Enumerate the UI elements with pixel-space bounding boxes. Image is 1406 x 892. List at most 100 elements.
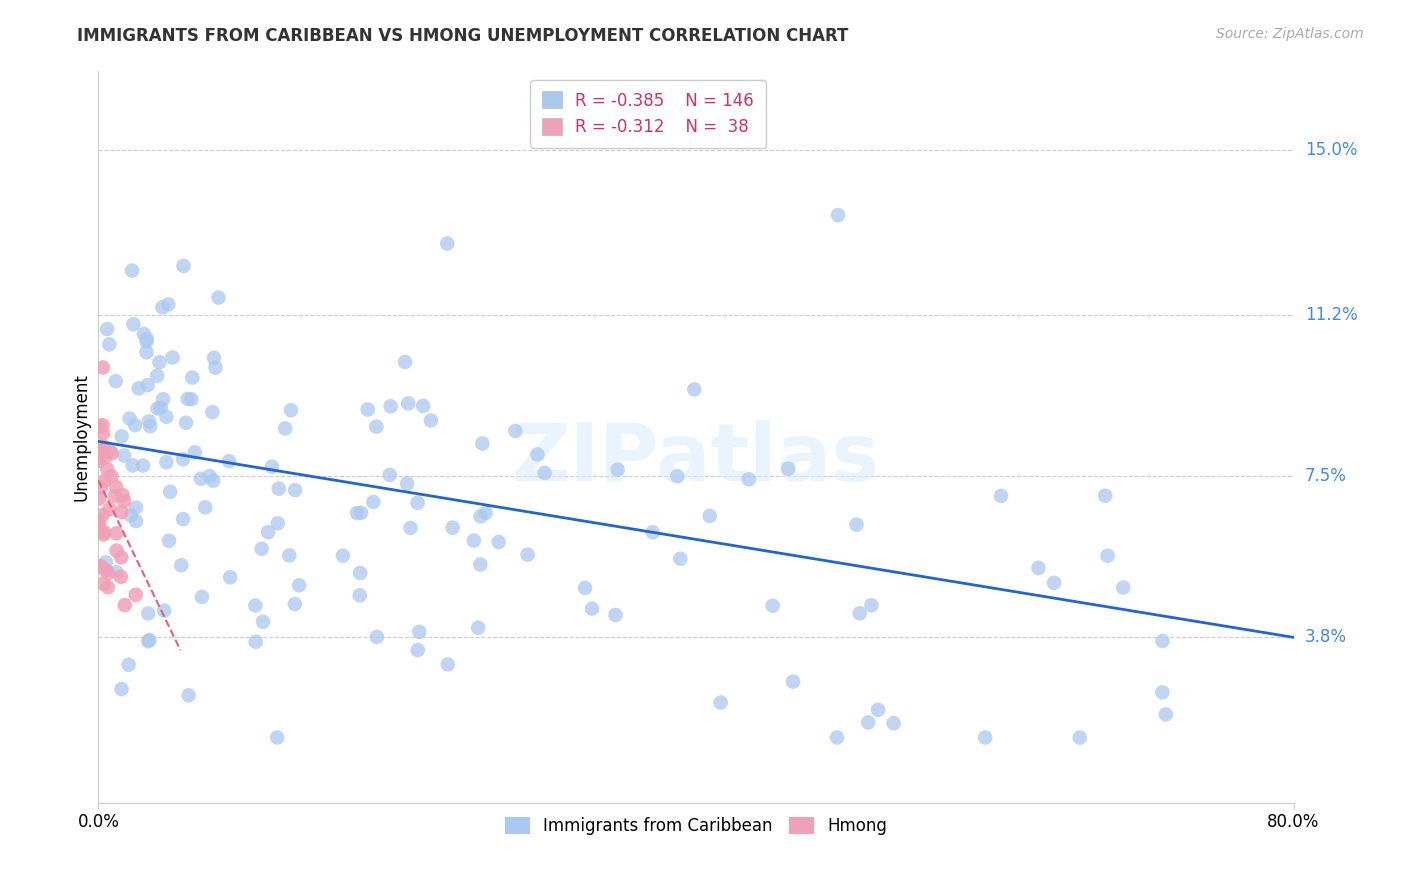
Point: [1152, 634, 1174, 648]
Point: [394, 355, 416, 369]
Point: [170, 558, 193, 573]
Point: [91, 418, 114, 433]
Legend: Immigrants from Caribbean, Hmong: Immigrants from Caribbean, Hmong: [498, 811, 894, 842]
Point: [100, 469, 122, 483]
Point: [104, 480, 127, 494]
Point: [110, 682, 132, 697]
Point: [526, 447, 548, 461]
Point: [146, 368, 169, 383]
Point: [104, 489, 127, 503]
Point: [90, 444, 112, 458]
Point: [436, 236, 458, 251]
Point: [990, 489, 1012, 503]
Point: [139, 419, 162, 434]
Point: [118, 411, 141, 425]
Point: [1069, 731, 1091, 745]
Point: [174, 416, 197, 430]
Point: [135, 345, 157, 359]
Point: [710, 696, 733, 710]
Point: [204, 360, 226, 375]
Point: [153, 604, 176, 618]
Point: [778, 461, 800, 475]
Point: [110, 570, 132, 584]
Point: [349, 588, 371, 602]
Point: [132, 458, 155, 473]
Point: [128, 381, 150, 395]
Point: [148, 355, 170, 369]
Point: [191, 590, 214, 604]
Point: [180, 392, 202, 407]
Point: [90, 480, 112, 494]
Point: [125, 588, 148, 602]
Point: [467, 621, 489, 635]
Point: [278, 549, 301, 563]
Point: [162, 351, 184, 365]
Point: [194, 500, 217, 515]
Point: [245, 634, 267, 648]
Point: [218, 454, 240, 468]
Point: [93, 450, 115, 465]
Point: [93, 525, 115, 540]
Point: [280, 403, 302, 417]
Point: [90, 446, 112, 460]
Point: [378, 467, 401, 482]
Point: [219, 570, 242, 584]
Point: [89, 449, 111, 463]
Point: [856, 715, 879, 730]
Point: [97, 580, 120, 594]
Point: [581, 601, 603, 615]
Point: [357, 402, 380, 417]
Point: [91, 360, 114, 375]
Point: [198, 469, 221, 483]
Point: [184, 445, 207, 459]
Point: [350, 506, 373, 520]
Point: [1094, 489, 1116, 503]
Point: [380, 399, 402, 413]
Point: [104, 374, 127, 388]
Point: [138, 632, 160, 647]
Point: [471, 436, 494, 450]
Point: [89, 513, 111, 527]
Point: [683, 383, 706, 397]
Point: [1097, 549, 1119, 563]
Point: [122, 318, 145, 332]
Point: [274, 421, 297, 435]
Point: [738, 472, 761, 486]
Point: [89, 491, 111, 506]
Point: [207, 291, 229, 305]
Point: [574, 581, 596, 595]
Point: [100, 446, 122, 460]
Point: [114, 598, 136, 612]
Point: [125, 500, 148, 515]
Point: [260, 459, 283, 474]
Point: [1152, 685, 1174, 699]
Point: [152, 392, 174, 407]
Point: [1028, 561, 1050, 575]
Text: 7.5%: 7.5%: [1305, 467, 1347, 485]
Point: [111, 488, 134, 502]
Point: [94, 555, 117, 569]
Point: [117, 657, 139, 672]
Point: [98, 443, 121, 458]
Point: [606, 463, 628, 477]
Point: [666, 469, 689, 483]
Point: [121, 263, 143, 277]
Point: [172, 512, 194, 526]
Text: IMMIGRANTS FROM CARIBBEAN VS HMONG UNEMPLOYMENT CORRELATION CHART: IMMIGRANTS FROM CARIBBEAN VS HMONG UNEMP…: [77, 27, 849, 45]
Point: [845, 517, 868, 532]
Point: [110, 505, 132, 519]
Point: [157, 297, 180, 311]
Point: [250, 541, 273, 556]
Point: [149, 401, 172, 415]
Point: [138, 414, 160, 428]
Point: [1112, 581, 1135, 595]
Point: [782, 674, 804, 689]
Text: 15.0%: 15.0%: [1305, 141, 1357, 159]
Point: [463, 533, 485, 548]
Point: [94, 563, 117, 577]
Point: [436, 657, 458, 672]
Point: [152, 301, 174, 315]
Text: ZIPatlas: ZIPatlas: [512, 420, 880, 498]
Point: [366, 419, 388, 434]
Point: [136, 378, 159, 392]
